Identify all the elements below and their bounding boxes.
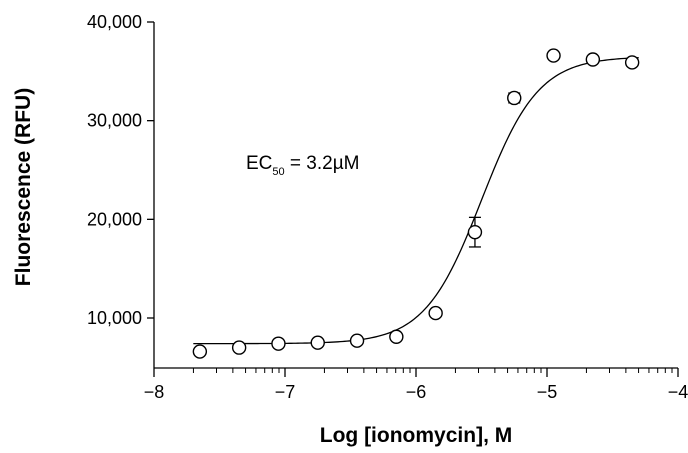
y-ticks: 10,000 20,000 30,000 40,000 xyxy=(87,12,154,328)
ec50-prefix: EC xyxy=(246,153,272,174)
data-point xyxy=(546,48,561,63)
x-axis-title: Log [ionomycin], M xyxy=(320,424,512,447)
data-point xyxy=(585,52,601,67)
data-point xyxy=(428,305,443,321)
data-point xyxy=(231,340,247,355)
data-point xyxy=(467,224,483,240)
y-tick-label: 40,000 xyxy=(87,12,142,32)
y-tick-label: 20,000 xyxy=(87,209,142,229)
y-tick-label: 30,000 xyxy=(87,111,142,131)
x-tick-label: −7 xyxy=(275,382,296,402)
data-point xyxy=(192,344,208,359)
data-point xyxy=(624,55,640,70)
ec50-suffix: = 3.2µM xyxy=(285,153,360,174)
x-tick-label: −4 xyxy=(668,382,688,402)
data-point xyxy=(507,90,522,106)
ec50-annotation: EC50 = 3.2µM xyxy=(246,153,360,178)
error-bars xyxy=(468,92,521,248)
data-point xyxy=(389,329,404,344)
y-tick-label: 10,000 xyxy=(87,308,142,328)
axes xyxy=(153,22,678,369)
data-point xyxy=(310,335,325,350)
fit-curve xyxy=(193,57,639,345)
data-points xyxy=(192,48,640,359)
x-tick-label: −5 xyxy=(537,382,558,402)
x-tick-label: −8 xyxy=(144,382,165,402)
data-point xyxy=(271,336,286,351)
x-tick-label: −6 xyxy=(406,382,427,402)
x-minor-ticks xyxy=(192,368,673,373)
ec50-subscript: 50 xyxy=(272,166,284,178)
data-point xyxy=(349,333,365,348)
y-axis-title: Fluorescence (RFU) xyxy=(12,88,35,286)
x-ticks: −8 −7 −6 −5 −4 xyxy=(144,368,688,402)
